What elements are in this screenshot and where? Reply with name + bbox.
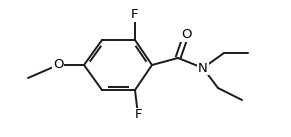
Text: F: F (131, 8, 139, 22)
Text: F: F (134, 109, 142, 122)
Text: O: O (181, 28, 191, 42)
Text: O: O (53, 58, 63, 72)
Text: N: N (198, 62, 208, 75)
